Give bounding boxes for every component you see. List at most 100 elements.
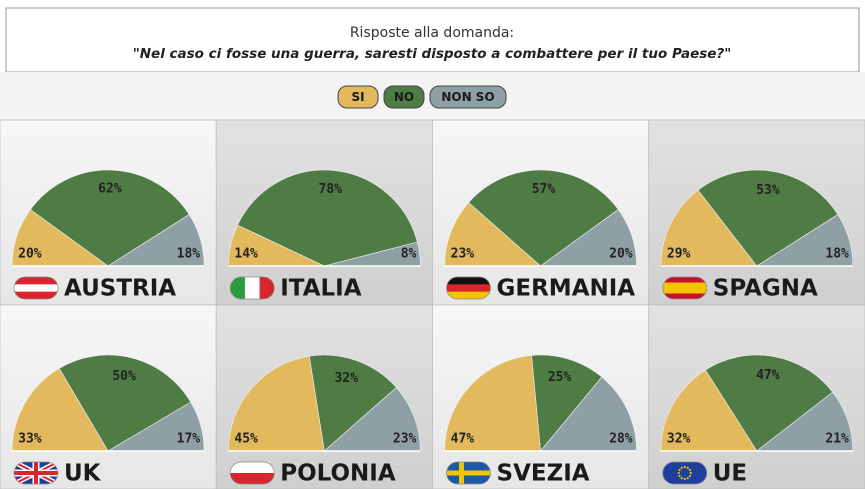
data-label: 53% (756, 183, 780, 198)
flag-star (683, 477, 686, 481)
data-label: 50% (112, 369, 136, 384)
flag (446, 276, 491, 300)
country-name: SVEZIA (497, 461, 590, 487)
flag-border (13, 276, 59, 300)
pie-slice (660, 369, 758, 452)
header-subtitle: "Nel caso ci fosse una guerra, saresti d… (133, 46, 732, 62)
flag-star (686, 466, 689, 469)
flag-stripe (446, 284, 491, 293)
country-name: SPAGNA (713, 276, 818, 302)
country-name: ITALIA (280, 276, 361, 302)
flag-field (662, 462, 707, 484)
legend-label: NO (394, 90, 414, 104)
flag-star (678, 468, 681, 472)
country-name: POLONIA (280, 461, 396, 487)
data-label: 28% (609, 432, 633, 447)
data-label: 18% (177, 247, 201, 262)
flag-body (230, 462, 275, 484)
flag-body (446, 277, 491, 299)
country-name: GERMANIA (497, 276, 636, 302)
flag-border (446, 276, 491, 300)
pie-slice (660, 189, 758, 267)
flag-star (677, 471, 680, 475)
flag-stripe (662, 282, 707, 294)
pie-slice (58, 354, 192, 452)
legend-swatch (383, 85, 425, 109)
flag (229, 461, 275, 485)
pie-slice (11, 367, 109, 452)
pie-slice (228, 355, 325, 452)
flag-stripe (230, 473, 275, 484)
flag-border (662, 461, 708, 485)
flag-stripe (244, 277, 261, 299)
data-label: 21% (825, 432, 849, 447)
data-label: 32% (334, 371, 358, 386)
legend-swatch (429, 85, 507, 109)
data-label: 20% (609, 247, 633, 262)
flag-star (689, 471, 692, 475)
flag-stripe (230, 462, 275, 474)
data-label: 8% (401, 247, 417, 262)
flag-star (688, 468, 692, 472)
pie-slice (539, 376, 637, 452)
pie-slice (444, 202, 542, 267)
flag (446, 461, 491, 485)
flag (662, 461, 708, 485)
flag-star (686, 477, 689, 480)
flag (662, 276, 708, 300)
data-label: 14% (234, 247, 258, 262)
pie-slice (444, 355, 541, 452)
data-label: 32% (667, 432, 691, 447)
pie-slice (705, 354, 834, 452)
flag-body (230, 277, 275, 299)
data-label: 17% (177, 432, 201, 447)
flag-body (14, 277, 58, 299)
flag-star (680, 477, 683, 480)
data-label: 18% (825, 247, 849, 262)
data-label: 29% (667, 247, 691, 262)
pie-slice (309, 354, 397, 452)
flag-star (688, 474, 692, 478)
flag-body (662, 462, 707, 484)
data-label: 57% (532, 182, 556, 197)
data-label: 20% (18, 247, 42, 262)
flag-stripe (662, 277, 707, 283)
pie-slice (30, 169, 190, 267)
flag-cross (14, 462, 58, 484)
flag-body (14, 462, 58, 484)
data-label: 62% (98, 182, 122, 197)
data-label: 47% (756, 368, 780, 383)
legend-swatch (337, 85, 379, 109)
flag-border (446, 461, 491, 485)
country-name: UK (64, 461, 102, 487)
flag-stripe (259, 277, 275, 299)
flag-stripe (230, 277, 246, 299)
data-label: 25% (548, 370, 572, 385)
flag-cross (446, 462, 491, 484)
flag-star (680, 466, 683, 469)
data-label: 45% (234, 432, 258, 447)
pie-slice (531, 354, 603, 452)
header-title: Risposte alla domanda: (350, 25, 514, 41)
flag-border (662, 276, 708, 300)
flag-border (229, 461, 275, 485)
pie-slice (697, 169, 839, 267)
flag-star (683, 465, 686, 469)
flag (13, 276, 59, 300)
flag-stripe (662, 293, 707, 299)
flag (13, 461, 59, 485)
flag-stripe (14, 284, 58, 293)
flag-stripe (446, 277, 491, 285)
flag-border (13, 461, 59, 485)
flag (229, 276, 275, 300)
country-name: AUSTRIA (64, 276, 176, 302)
flag-border (229, 276, 275, 300)
data-label: 23% (451, 247, 475, 262)
data-label: 23% (393, 432, 417, 447)
flag-stripe (14, 291, 58, 299)
flag-body (446, 462, 491, 484)
legend-label: SI (351, 90, 364, 104)
flag-body (662, 277, 707, 299)
legend-label: NON SO (441, 90, 494, 104)
